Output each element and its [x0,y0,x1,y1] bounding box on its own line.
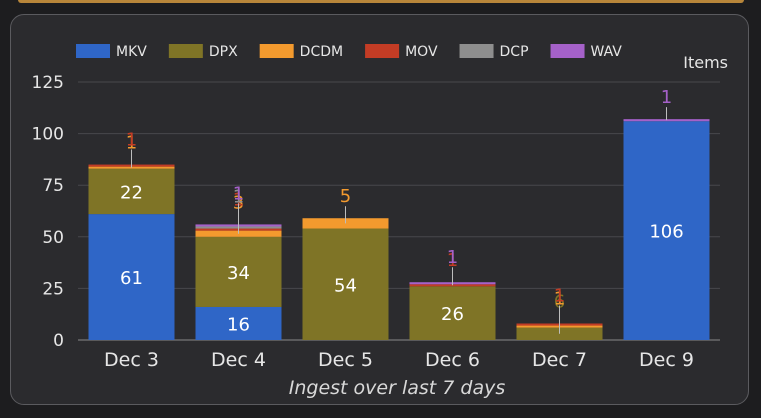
bars [88,119,710,340]
x-tick-label: Dec 3 [104,349,159,371]
y-tick-label: 50 [42,228,64,248]
data-label-mkv: 16 [227,314,250,335]
legend-swatch-dcdm [259,44,294,58]
y-tick-label: 125 [32,73,64,93]
data-label-dpx: 34 [227,263,250,284]
legend-swatch-mov [365,44,400,58]
annotation-label-dcdm: 1 [126,133,137,154]
annotation-label-mov: 1 [447,250,458,271]
annotation-label-mov: 1 [554,285,565,306]
annotation-label-mov: 1 [233,189,244,210]
y-tick-label: 25 [42,279,64,299]
annotation-label-dcp: 1 [233,186,244,207]
annotation-label-dcdm: 1 [554,288,565,309]
bar-segment-mkv [623,121,710,340]
x-tick-label: Dec 4 [211,349,266,371]
bar-segment-mkv [195,306,282,340]
x-tick-label: Dec 5 [318,349,373,371]
bar-segment-dpx [195,236,282,307]
legend-swatch-dpx [168,44,203,58]
top-accent-strip [18,0,744,3]
y-tick-label: 75 [42,176,64,196]
y-tick-label: 100 [32,125,64,145]
x-tick-label: Dec 6 [425,349,480,371]
x-tick-label: Dec 7 [532,349,587,371]
bar-segment-mkv [88,214,175,340]
bar-segment-dcdm [195,230,282,237]
bar-segment-mov [409,284,496,287]
annotation-label-mov: 1 [126,130,137,151]
annotation-label-dpx: 6 [554,291,565,312]
x-axis-title: Ingest over last 7 days [289,377,506,399]
grid [78,81,720,341]
y-unit-label: Items [683,53,728,72]
legend-swatch-wav [550,44,585,58]
y-axis: 0 25 50 75 100 125 [32,73,64,351]
y-tick-label: 0 [53,331,64,351]
bar-segment-dpx [302,228,389,340]
data-label-dpx: 26 [441,304,464,325]
data-label-dpx: 22 [120,182,143,203]
x-tick-label: Dec 9 [639,349,694,371]
legend-swatch-dcp [459,44,494,58]
bar-segment-dpx [409,286,496,340]
annotation-label-dcdm: 3 [233,192,244,213]
bar-segment-dpx [88,168,175,215]
legend: MKV DPX DCDM MOV DCP WAV [76,44,622,60]
legend-swatch-mkv [76,44,110,58]
legend-label-dcdm: DCDM [300,44,343,60]
data-label-mkv: 61 [120,268,143,289]
annotation-label-wav: 1 [661,87,672,108]
x-axis: Dec 3 Dec 4 Dec 5 Dec 6 Dec 7 Dec 9 [104,349,694,371]
legend-label-mkv: MKV [116,44,147,60]
legend-label-dpx: DPX [209,44,238,60]
annotation-label-wav: 1 [447,247,458,268]
annotation-label-dcdm: 5 [340,186,351,207]
legend-label-mov: MOV [405,44,438,60]
annotation-label-wav: 1 [233,183,244,204]
legend-label-dcp: DCP [500,44,529,60]
legend-label-wav: WAV [591,44,623,60]
bar-segment-wav [623,119,710,122]
data-label-dpx: 54 [334,275,357,296]
data-label-mkv: 106 [649,222,683,243]
